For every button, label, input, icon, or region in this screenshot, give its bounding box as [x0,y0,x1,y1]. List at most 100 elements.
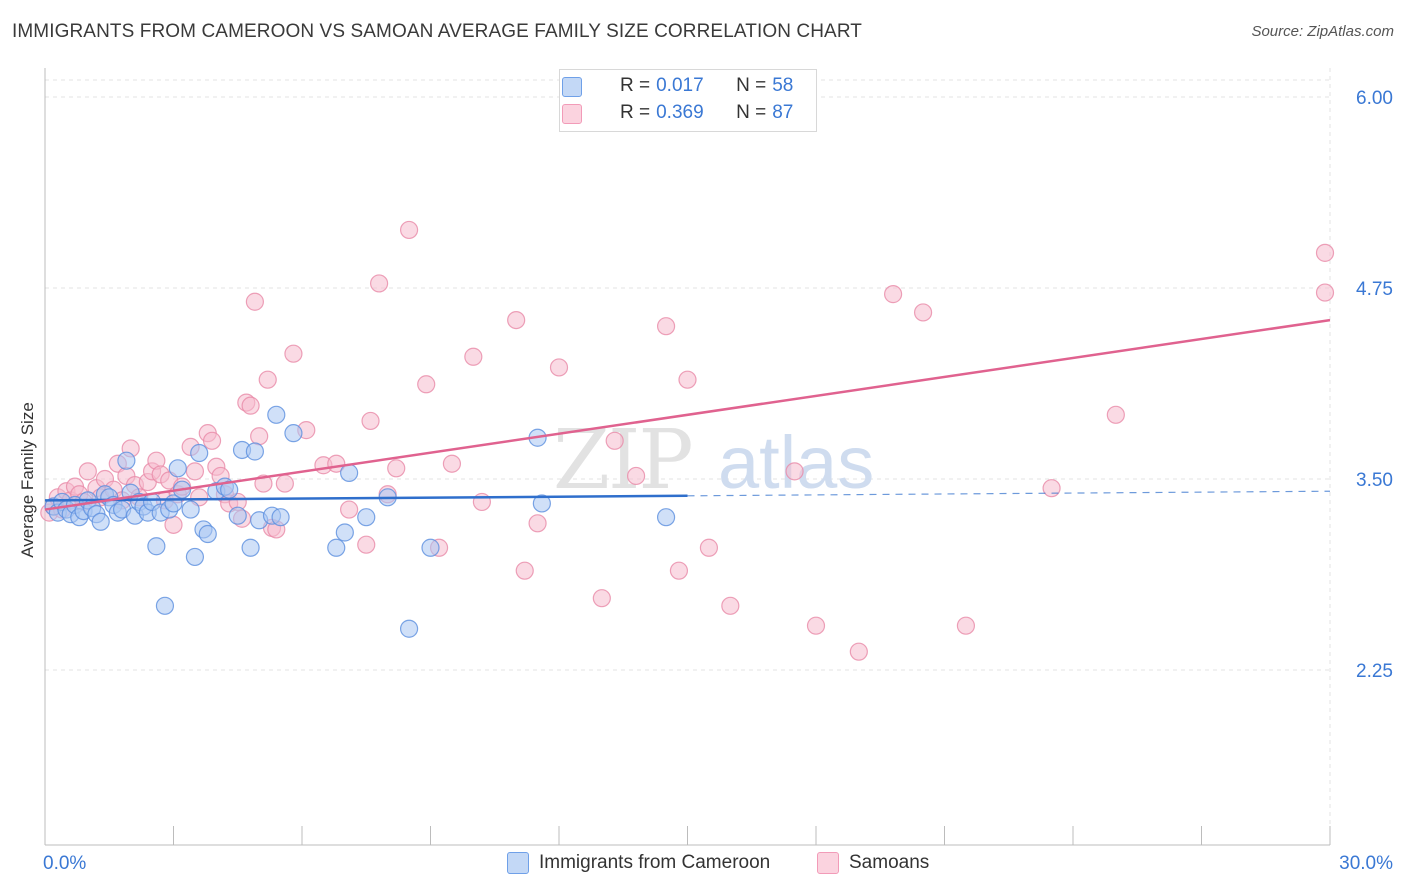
samoan-point [1315,243,1335,262]
cameroon-point [245,442,264,461]
r-label: R = [620,75,651,96]
cameroon-point [190,443,209,463]
samoan-point [78,462,97,481]
cameroon-point [181,500,200,519]
n-label: N = [736,102,767,123]
cameroon-point [656,508,676,527]
chart-source: Source: ZipAtlas.com [1251,23,1394,40]
samoan-point [678,370,697,389]
r-value: 0.017 [656,75,704,96]
x-tick-label-start: 0.0% [43,853,86,874]
samoan-point [1042,479,1061,498]
samoan-point [387,459,406,478]
tick-labels: 2.25 3.50 4.75 6.00 0.0% 30.0% [43,88,1393,874]
samoan-point [721,596,740,615]
cameroon-point [421,538,440,557]
samoan-point [528,514,547,533]
legend-label-samoans: Samoans [849,852,930,873]
cameroon-point [340,463,359,482]
samoan-point [185,462,205,481]
samoan-point [417,375,436,394]
n-label: N = [736,75,767,96]
samoan-point [357,535,376,554]
cameroon-point [271,508,290,527]
cameroon-point [117,451,136,470]
cameroon-point [155,596,175,615]
samoan-point [669,561,689,580]
samoan-point [250,427,269,446]
samoan-point [549,358,569,377]
samoan-point [202,431,222,450]
n-value: 58 [772,75,794,96]
samoan-point [913,303,933,322]
cameroon-point [327,538,346,557]
watermark-zip: ZIP [553,413,692,508]
legend-swatch-cameroon [562,77,582,97]
samoan-point [883,285,903,304]
cameroon-point [147,537,166,556]
chart-title: IMMIGRANTS FROM CAMEROON VS SAMOAN AVERA… [12,21,862,42]
cameroon-point [284,424,303,443]
samoan-point [258,370,277,389]
cameroon-point [532,494,551,513]
samoan-point [340,500,359,519]
samoan-point [699,538,719,557]
x-tick-label-end: 30.0% [1339,853,1393,874]
samoan-trend-line [44,318,1331,511]
samoan-point [241,396,260,415]
samoan-point [284,344,303,363]
samoan-point [275,474,294,493]
samoan-point [849,642,868,661]
y-axis-title: Average Family Size [18,402,37,558]
axis-layer [44,68,1331,846]
cameroon-point [198,524,217,544]
samoan-point [399,220,419,240]
samoan-point [507,310,526,330]
samoan-point [785,462,804,481]
cameroon-trend-line [44,494,688,502]
legend-swatch-samoans [817,852,839,874]
legend-label-cameroon: Immigrants from Cameroon [539,852,771,873]
y-tick-label: 6.00 [1356,88,1393,109]
samoan-point [605,431,624,450]
y-tick-label: 4.75 [1356,279,1393,300]
cameroon-point [91,512,110,531]
samoan-point [515,561,534,580]
r-value: 0.369 [656,102,704,123]
samoan-point [361,411,380,431]
samoan-point [656,317,676,336]
samoan-point [464,347,483,366]
stats-legend: R = 0.017 N = 58 R = 0.369 N = 87 [559,69,817,132]
samoan-point [1315,283,1335,302]
samoan-point [370,274,389,293]
samoan-point [442,454,462,473]
samoan-point [592,589,611,608]
samoan-point [164,515,183,534]
cameroon-point [357,508,376,527]
cameroon-point [241,538,260,557]
stats-legend-row-samoans: R = 0.369 N = 87 [562,100,794,126]
samoan-point [472,492,491,512]
trend-layer [44,318,1331,511]
samoan-point [254,474,273,493]
cameroon-point [335,523,354,542]
legend-item-cameroon: Immigrants from Cameroon [507,852,770,874]
cameroon-trend-extension [687,490,1331,497]
y-tick-label: 2.25 [1356,661,1393,682]
stats-legend-row-cameroon: R = 0.017 N = 58 [562,73,794,99]
cameroon-point [267,405,286,424]
legend-item-samoans: Samoans [817,852,929,874]
legend-swatch-samoans [562,104,582,124]
samoan-point [1106,405,1125,424]
samoan-point [626,466,646,486]
n-value: 87 [772,102,794,123]
cameroon-point [168,459,187,478]
series-legend: Immigrants from Cameroon Samoans [0,852,1406,878]
cameroon-point [228,506,247,525]
legend-swatch-cameroon [507,852,529,874]
y-tick-label: 3.50 [1356,470,1393,491]
cameroon-point [185,547,205,567]
samoan-point [245,292,264,311]
samoan-point [956,616,976,635]
